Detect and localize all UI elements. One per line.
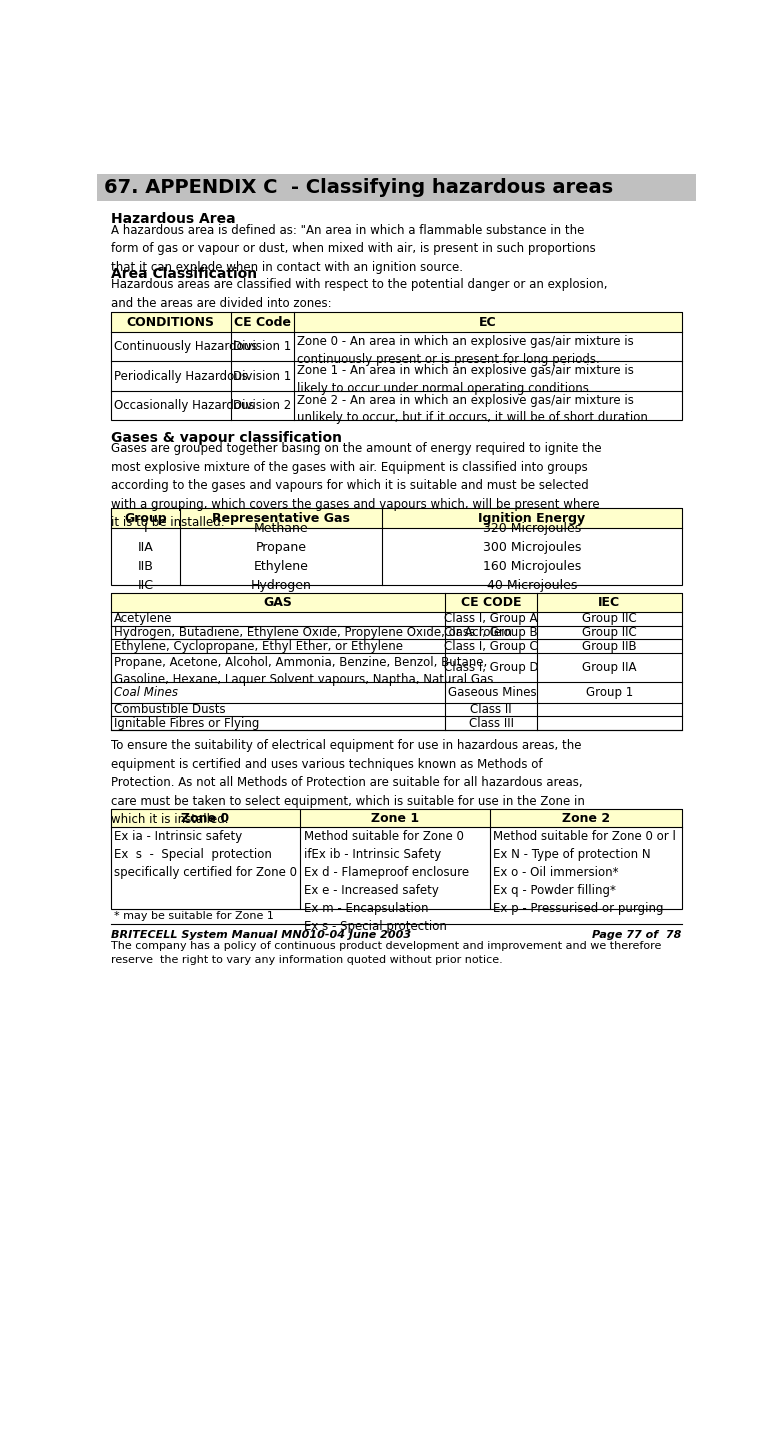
Text: IEC: IEC xyxy=(598,596,621,609)
Text: 67. APPENDIX C  - Classifying hazardous areas: 67. APPENDIX C - Classifying hazardous a… xyxy=(104,178,614,197)
Text: Hazardous Area: Hazardous Area xyxy=(111,213,235,226)
Text: Zone 1: Zone 1 xyxy=(371,811,420,824)
Text: Zone 1 - An area in which an explosive gas/air mixture is
likely to occur under : Zone 1 - An area in which an explosive g… xyxy=(298,364,634,395)
Bar xyxy=(111,808,682,827)
Text: Group 1: Group 1 xyxy=(586,685,633,698)
Text: I
IIA
IIB
IIC: I IIA IIB IIC xyxy=(138,522,154,591)
Text: * may be suitable for Zone 1: * may be suitable for Zone 1 xyxy=(114,911,274,921)
Text: BRITECELL System Manual MN010-04 June 2003: BRITECELL System Manual MN010-04 June 20… xyxy=(111,930,410,940)
Text: Occasionally Hazardous: Occasionally Hazardous xyxy=(114,399,254,412)
Text: Area Classification: Area Classification xyxy=(111,266,257,281)
Text: Methane
Propane
Ethylene
Hydrogen: Methane Propane Ethylene Hydrogen xyxy=(250,522,312,591)
Text: Zone 2: Zone 2 xyxy=(562,811,610,824)
Bar xyxy=(111,312,682,419)
Bar xyxy=(111,639,682,654)
Text: 320 Microjoules
300 Microjoules
160 Microjoules
40 Microjoules: 320 Microjoules 300 Microjoules 160 Micr… xyxy=(482,522,581,591)
Text: Class I, Group A: Class I, Group A xyxy=(444,612,538,625)
Text: Zone 0 - An area in which an explosive gas/air mixture is
continuously present o: Zone 0 - An area in which an explosive g… xyxy=(298,335,634,366)
Text: Representative Gas: Representative Gas xyxy=(212,512,350,525)
Text: Coal Mines: Coal Mines xyxy=(114,685,178,698)
Bar xyxy=(111,593,682,612)
Text: Class II: Class II xyxy=(470,703,512,716)
Text: GAS: GAS xyxy=(264,596,292,609)
Text: A hazardous area is defined as: "An area in which a flammable substance in the
f: A hazardous area is defined as: "An area… xyxy=(111,224,595,273)
Bar xyxy=(111,509,682,586)
Bar xyxy=(111,333,682,362)
Text: CE CODE: CE CODE xyxy=(461,596,521,609)
Text: Division 1: Division 1 xyxy=(233,340,291,353)
Text: Group: Group xyxy=(124,512,167,525)
Bar xyxy=(111,312,682,333)
Text: Gases & vapour classification: Gases & vapour classification xyxy=(111,431,342,445)
Text: Method suitable for Zone 0 or l
Ex N - Type of protection N
Ex o - Oil immersion: Method suitable for Zone 0 or l Ex N - T… xyxy=(493,830,676,915)
Text: Division 1: Division 1 xyxy=(233,370,291,383)
Text: The company has a policy of continuous product development and improvement and w: The company has a policy of continuous p… xyxy=(111,941,661,964)
Text: CONDITIONS: CONDITIONS xyxy=(127,315,215,328)
Bar xyxy=(111,509,682,528)
Text: Class III: Class III xyxy=(468,717,513,730)
Text: Class I, Group C: Class I, Group C xyxy=(444,639,538,652)
Text: To ensure the suitability of electrical equipment for use in hazardous areas, th: To ensure the suitability of electrical … xyxy=(111,739,584,827)
Text: Gases are grouped together basing on the amount of energy required to ignite the: Gases are grouped together basing on the… xyxy=(111,442,601,529)
Bar xyxy=(111,528,682,586)
Text: EC: EC xyxy=(479,315,497,328)
Text: Group IIB: Group IIB xyxy=(582,639,637,652)
Text: Group IIA: Group IIA xyxy=(582,661,636,674)
Bar xyxy=(111,593,682,730)
Text: Hazardous areas are classified with respect to the potential danger or an explos: Hazardous areas are classified with resp… xyxy=(111,278,607,309)
Bar xyxy=(111,626,682,639)
Bar xyxy=(111,654,682,683)
Text: Gaseous Mines: Gaseous Mines xyxy=(448,685,537,698)
Text: Ex ia - Intrinsic safety
Ex  s  -  Special  protection
specifically certified fo: Ex ia - Intrinsic safety Ex s - Special … xyxy=(114,830,297,879)
Bar xyxy=(111,683,682,703)
Text: Group IIC: Group IIC xyxy=(582,612,637,625)
Bar xyxy=(111,703,682,716)
Bar xyxy=(111,827,682,910)
Text: Combustible Dusts: Combustible Dusts xyxy=(114,703,225,716)
Text: Class I, Group D: Class I, Group D xyxy=(444,661,539,674)
Text: Ignition Energy: Ignition Energy xyxy=(478,512,585,525)
Text: Propane, Acetone, Alcohol, Ammonia, Benzine, Benzol, Butane,
Gasoline, Hexane, L: Propane, Acetone, Alcohol, Ammonia, Benz… xyxy=(114,655,493,685)
Text: Ignitable Fibres or Flying: Ignitable Fibres or Flying xyxy=(114,717,259,730)
Text: Division 2: Division 2 xyxy=(233,399,291,412)
Text: Hydrogen, Butadiene, Ethylene Oxide, Propylene Oxide, or Acrolein: Hydrogen, Butadiene, Ethylene Oxide, Pro… xyxy=(114,626,512,639)
Text: Acetylene: Acetylene xyxy=(114,612,172,625)
Bar xyxy=(111,362,682,390)
Text: Group IIC: Group IIC xyxy=(582,626,637,639)
Bar xyxy=(111,612,682,626)
Text: Class I, Group B: Class I, Group B xyxy=(444,626,538,639)
Bar xyxy=(111,390,682,419)
Bar xyxy=(111,716,682,730)
Text: Ethylene, Cyclopropane, Ethyl Ether, or Ethylene: Ethylene, Cyclopropane, Ethyl Ether, or … xyxy=(114,639,403,652)
Bar xyxy=(111,808,682,910)
Text: Continuously Hazardous: Continuously Hazardous xyxy=(114,340,257,353)
Text: Page 77 of  78: Page 77 of 78 xyxy=(592,930,682,940)
Text: Periodically Hazardous: Periodically Hazardous xyxy=(114,370,247,383)
Text: Zone 0: Zone 0 xyxy=(182,811,230,824)
Text: CE Code: CE Code xyxy=(234,315,291,328)
Bar xyxy=(97,174,696,201)
Text: Zone 2 - An area in which an explosive gas/air mixture is
unlikely to occur, but: Zone 2 - An area in which an explosive g… xyxy=(298,393,652,424)
Text: Method suitable for Zone 0
ifEx ib - Intrinsic Safety
Ex d - Flameproof enclosur: Method suitable for Zone 0 ifEx ib - Int… xyxy=(304,830,468,933)
